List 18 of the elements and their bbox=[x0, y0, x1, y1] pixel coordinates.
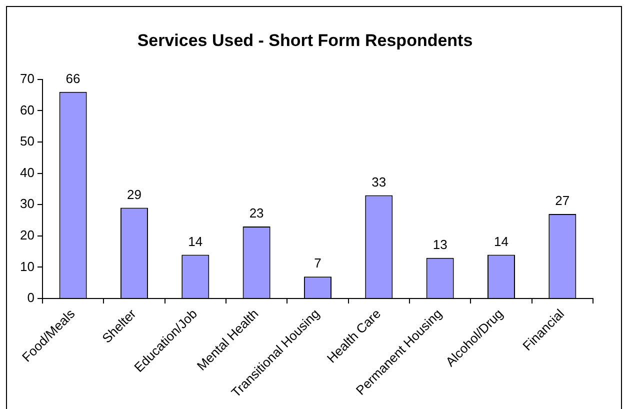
data-label: 66 bbox=[66, 71, 80, 86]
y-tick-label: 40 bbox=[20, 164, 34, 180]
data-label: 23 bbox=[249, 206, 264, 221]
chart-title: Services Used - Short Form Respondents bbox=[137, 30, 473, 50]
data-label: 27 bbox=[555, 193, 570, 208]
y-tick-label: 10 bbox=[20, 258, 34, 274]
y-tick-label: 70 bbox=[20, 70, 34, 86]
data-label: 33 bbox=[372, 174, 386, 190]
y-tick-label: 20 bbox=[20, 227, 34, 242]
data-label: 14 bbox=[494, 234, 508, 249]
y-tick-label: 0 bbox=[27, 290, 34, 306]
data-label: 13 bbox=[432, 236, 448, 252]
data-label: 7 bbox=[314, 256, 322, 271]
data-label: 14 bbox=[188, 234, 203, 249]
y-tick-label: 50 bbox=[20, 134, 34, 149]
data-label: 29 bbox=[126, 186, 142, 202]
y-tick-label: 30 bbox=[20, 196, 34, 212]
y-tick-label: 60 bbox=[20, 102, 34, 118]
